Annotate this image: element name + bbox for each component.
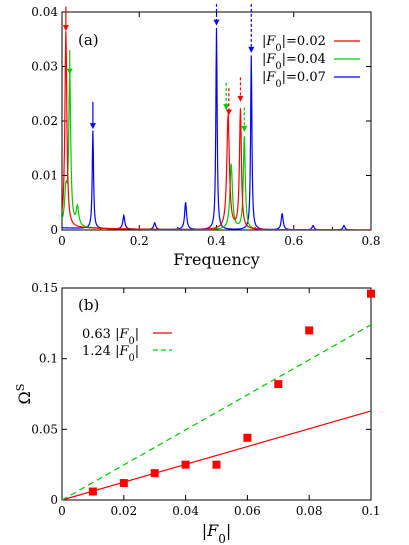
fit-line-b-0 (61, 410, 372, 501)
y-tick-label-a: 0.04 (31, 5, 58, 19)
x-axis-label-b-var: F (206, 521, 219, 540)
data-point-b (367, 289, 375, 298)
x-tick-label-a: 0.4 (207, 234, 226, 248)
legend-entry-a-1-suffix: |=0.04 (282, 52, 326, 67)
y-tick-label-b: 0.15 (31, 281, 58, 295)
legend-entry-b-0-suffix: | (135, 327, 139, 342)
peak-arrow-head (66, 68, 73, 75)
plot-frame-b (61, 287, 372, 501)
legend-entry-b-0-sub: 0 (129, 336, 135, 347)
legend-entry-a-0: |F0|=0.02 (262, 34, 326, 54)
y-axis-label-b-base: Ω (15, 391, 34, 404)
y-axis-label-b-sup: S (14, 384, 27, 392)
data-point-b (274, 380, 283, 389)
data-point-b (243, 433, 252, 442)
peak-arrow-head (241, 125, 248, 132)
legend-entry-b-0-prefix: 0.63 | (82, 327, 119, 342)
legend-entry-a-0-sub: 0 (275, 43, 281, 54)
legend-entry-a-2-suffix: |=0.07 (282, 70, 326, 85)
legend-entry-b-1: 1.24 |F0| (82, 344, 139, 364)
panel-b-omega-vs-f0: 0 0.02 0.04 0.06 0.08 0.100.050.10.15|F0|ΩS(b… (14, 281, 381, 545)
legend-entry-a-1-prefix: | (262, 52, 266, 67)
legend-entry-a-0-prefix: | (262, 34, 266, 49)
legend-entry-a-1: |F0|=0.04 (262, 52, 326, 72)
data-point-b (88, 487, 97, 496)
legend-entry-b-0: 0.63 |F0| (82, 327, 139, 347)
peak-arrow-head (248, 46, 255, 53)
legend-entry-b-0-var: F (118, 327, 129, 342)
legend-entry-a-1-var: F (265, 52, 276, 67)
legend-entry-a-2-prefix: | (262, 70, 266, 85)
x-tick-label-a: 0 (58, 234, 66, 248)
legend-entry-a-0-suffix: |=0.02 (282, 34, 326, 49)
x-tick-label-a: 0.6 (284, 234, 303, 248)
peak-arrow-head (62, 25, 69, 32)
data-point-b (181, 460, 190, 469)
panel-label-b: (b) (78, 296, 99, 314)
data-point-b (119, 479, 128, 488)
x-tick-label-b: 0.1 (361, 504, 380, 518)
legend-entry-a-2-var: F (265, 70, 276, 85)
y-tick-label-b: 0.05 (31, 422, 58, 436)
x-axis-label-a: Frequency (173, 250, 260, 269)
x-tick-label-a: 0.8 (361, 234, 380, 248)
peak-arrow-head (237, 95, 244, 102)
peak-arrow-head (223, 104, 230, 111)
panel-a-frequency-spectrum: 0 0.2 0.4 0.6 0.8 0 0.01 0.02 0.03 0.04 Frequency (… (31, 3, 381, 269)
data-point-b (150, 469, 159, 478)
x-axis-label-b-suffix: | (226, 521, 231, 540)
x-axis-label-b-prefix: | (202, 521, 207, 540)
peak-arrow-head (225, 109, 232, 116)
x-tick-label-b: 0.04 (172, 504, 199, 518)
y-tick-label-a: 0.02 (31, 114, 58, 128)
legend-entry-a-2: |F0|=0.07 (262, 70, 326, 90)
x-tick-label-b: 0.06 (234, 504, 261, 518)
y-tick-label-a: 0 (50, 223, 58, 237)
x-tick-label-a: 0.2 (130, 234, 149, 248)
spectrum-line-series-0 (62, 31, 371, 230)
x-axis-label-b: |F0| (202, 521, 232, 545)
x-tick-label-b: 0.08 (296, 504, 323, 518)
peak-arrow-head (89, 123, 96, 130)
panel-label-a: (a) (78, 31, 99, 49)
y-tick-label-a: 0.01 (31, 169, 58, 183)
x-tick-label-b: 0 (58, 504, 66, 518)
y-tick-label-b: 0 (50, 493, 58, 507)
x-tick-label-b: 0.02 (110, 504, 137, 518)
legend-entry-b-1-sub: 0 (129, 353, 135, 364)
legend-entry-a-2-sub: 0 (275, 79, 281, 90)
legend-entry-a-1-sub: 0 (275, 61, 281, 72)
legend-entry-a-0-var: F (265, 34, 276, 49)
peak-arrow-head (213, 19, 220, 26)
legend-entry-b-1-suffix: | (135, 344, 139, 359)
y-tick-label-b: 0.1 (39, 352, 58, 366)
legend-entry-b-1-prefix: 1.24 | (82, 344, 119, 359)
data-point-b (305, 326, 314, 335)
y-axis-label-b: ΩS (14, 384, 35, 405)
legend-entry-b-1-var: F (118, 344, 129, 359)
x-axis-label-b-sub: 0 (218, 532, 226, 545)
data-point-b (212, 460, 221, 469)
y-tick-label-a: 0.03 (31, 60, 58, 74)
